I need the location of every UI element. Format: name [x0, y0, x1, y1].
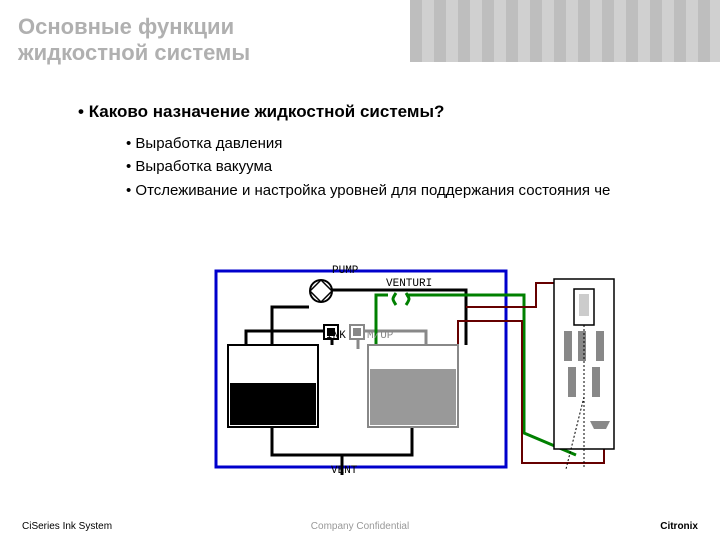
sub-bullet: Выработка давления [126, 132, 668, 155]
svg-text:INK: INK [326, 330, 346, 342]
svg-text:VENT: VENT [331, 465, 358, 477]
svg-text:VENTURI: VENTURI [386, 278, 432, 290]
svg-text:PUMP: PUMP [332, 265, 359, 277]
svg-text:M/UP: M/UP [367, 330, 394, 342]
title-line-1: Основные функции [18, 14, 234, 39]
header-graphic [410, 0, 720, 62]
footer-left: CiSeries Ink System [22, 521, 112, 532]
sub-bullet: Отслеживание и настройка уровней для под… [126, 179, 668, 202]
sub-bullet: Выработка вакуума [126, 155, 668, 178]
slide: Основные функции жидкостной системы Како… [0, 0, 720, 540]
sub-bullet-list: Выработка давления Выработка вакуума Отс… [126, 132, 668, 202]
footer-center: Company Confidential [311, 521, 409, 532]
main-bullet: Каково назначение жидкостной системы? [78, 102, 668, 122]
slide-title: Основные функции жидкостной системы [18, 14, 398, 67]
content-area: Каково назначение жидкостной системы? Вы… [78, 102, 668, 202]
footer-right: Citronix [660, 521, 698, 532]
title-line-2: жидкостной системы [18, 40, 250, 65]
fluid-system-diagram: PUMP VENTURI INK M/UP VENT [206, 263, 636, 483]
